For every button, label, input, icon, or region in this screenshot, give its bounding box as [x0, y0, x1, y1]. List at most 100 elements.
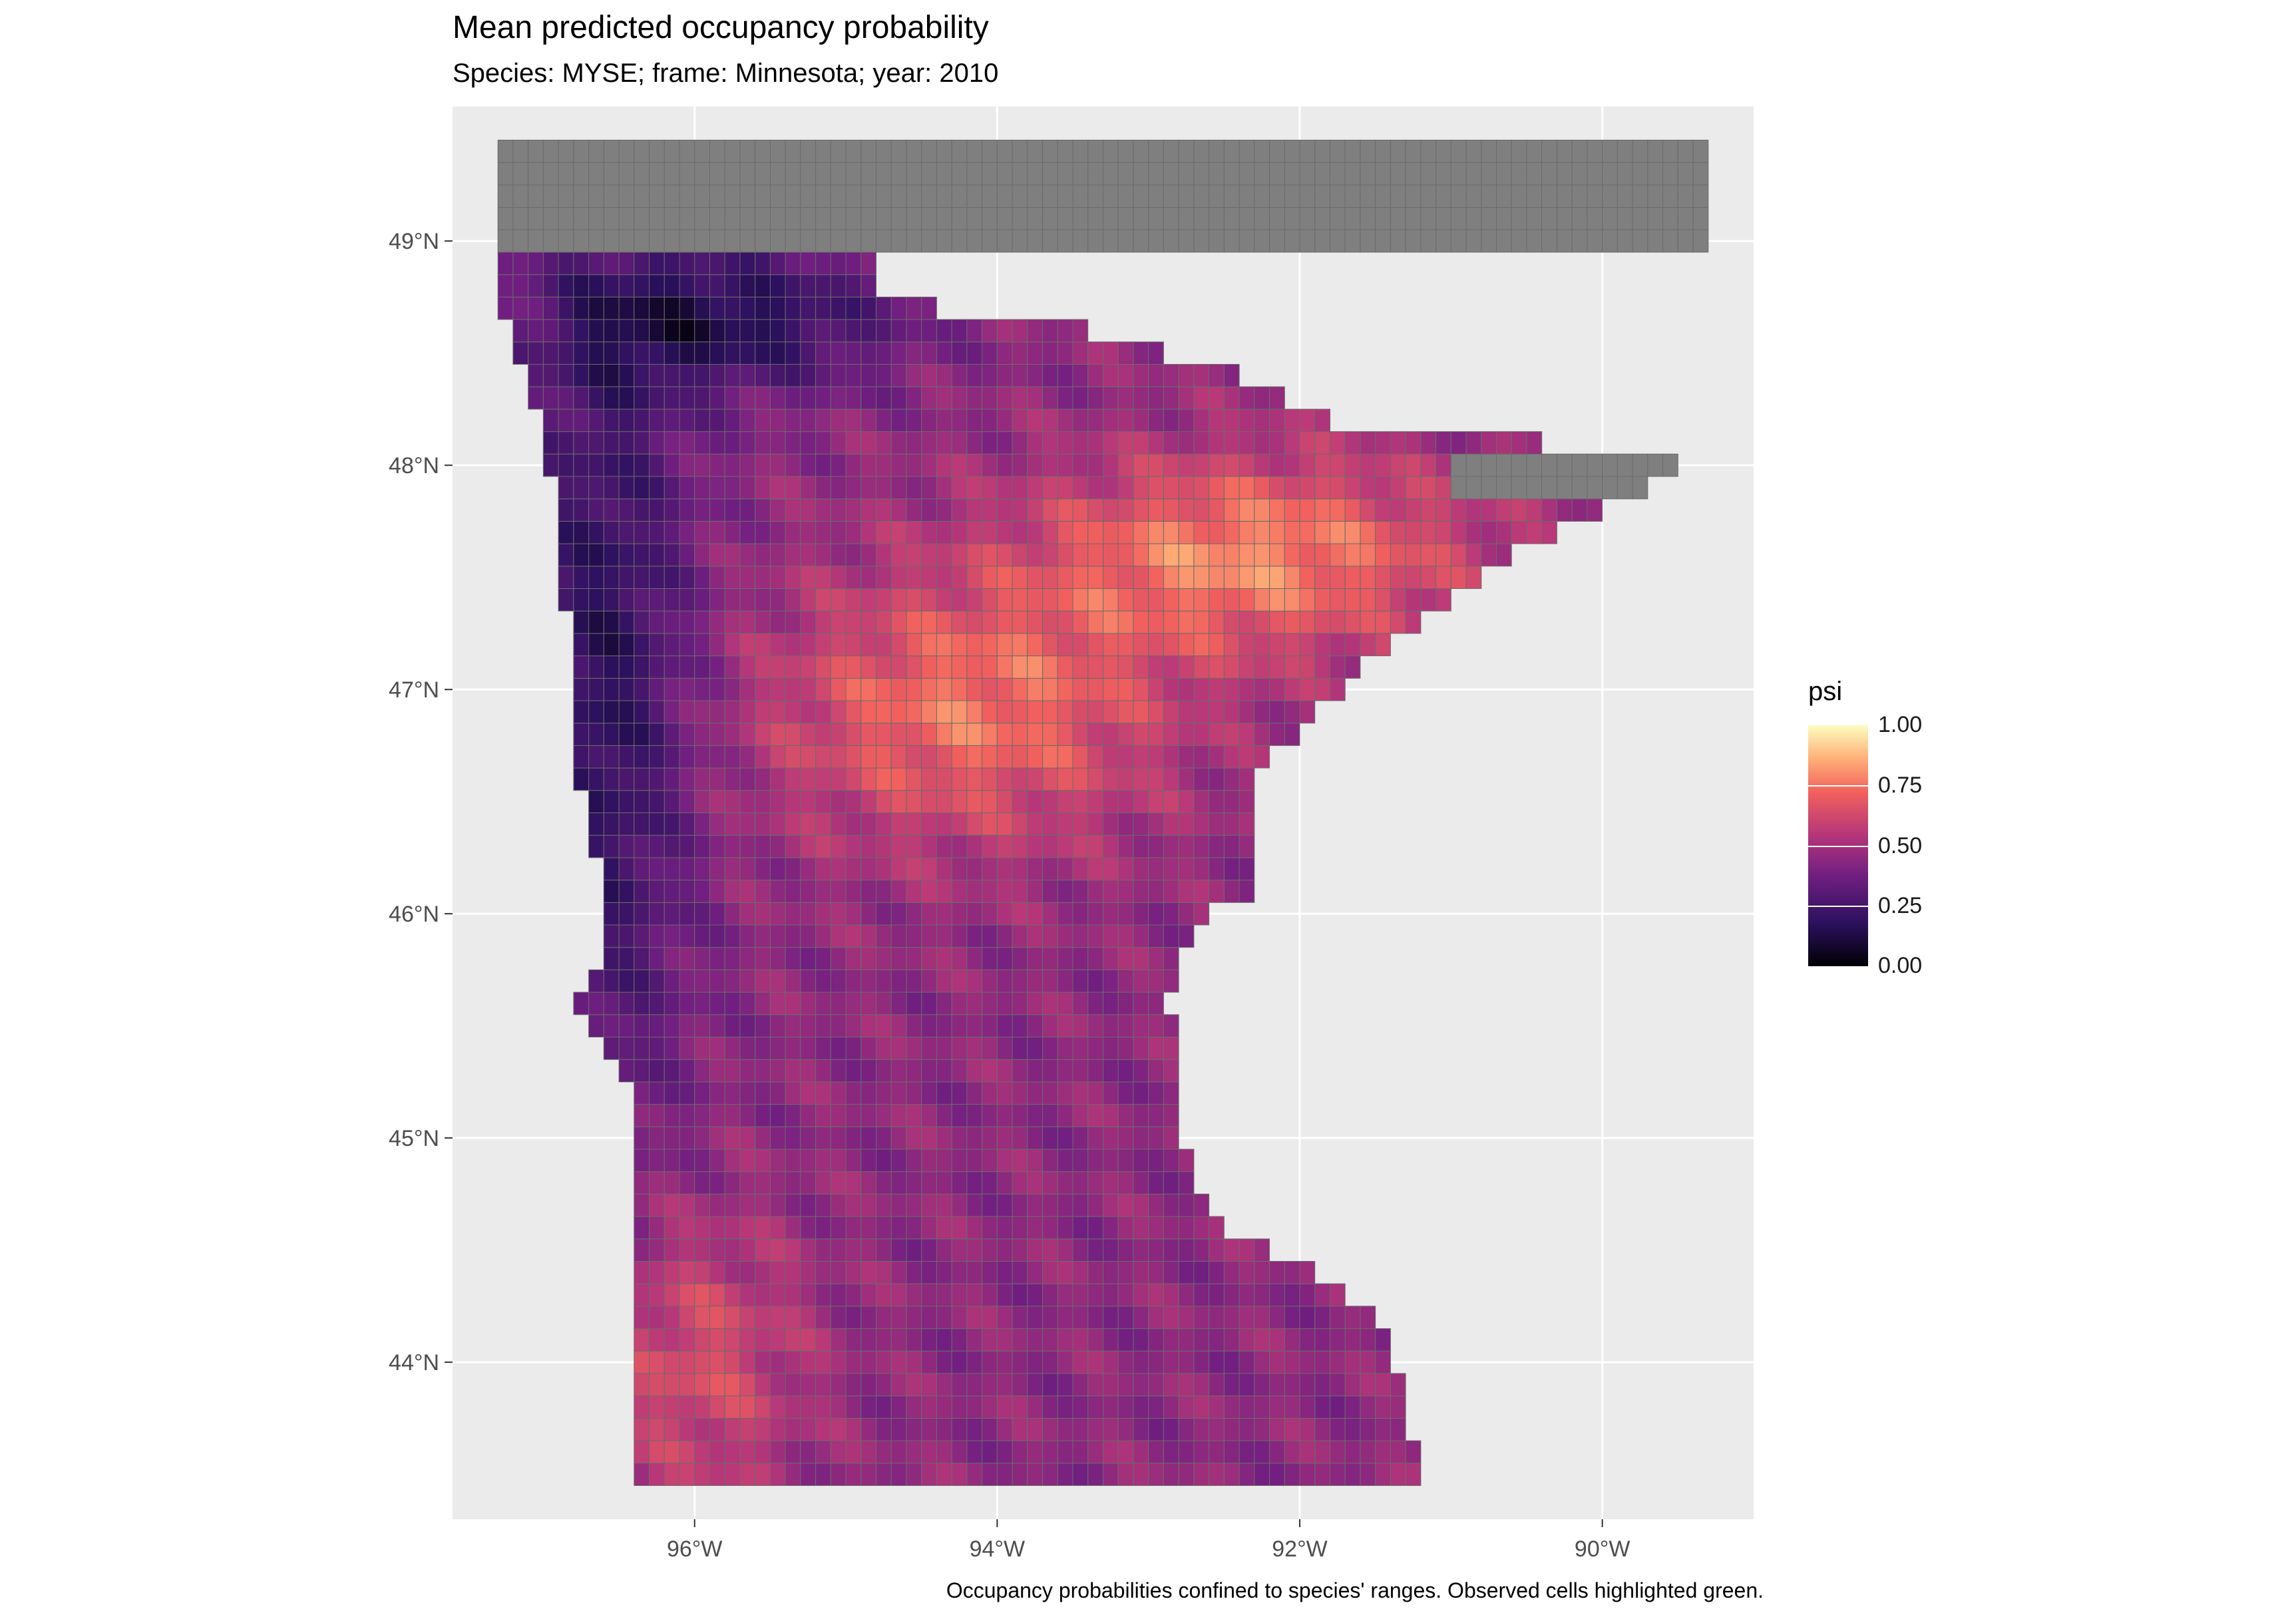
map-cell	[649, 1283, 665, 1307]
map-cell	[890, 1283, 907, 1307]
map-cell	[1571, 498, 1588, 522]
map-cell	[936, 1350, 952, 1374]
map-cell	[966, 880, 983, 903]
map-cell	[830, 1149, 847, 1172]
map-cell	[861, 140, 877, 163]
map-cell	[785, 319, 801, 343]
map-cell	[861, 588, 877, 612]
map-cell	[890, 296, 907, 320]
map-cell	[1330, 140, 1346, 163]
map-cell	[1148, 409, 1164, 433]
map-cell	[830, 476, 847, 500]
map-cell	[542, 274, 559, 297]
map-cell	[996, 1193, 1013, 1217]
map-cell	[755, 1261, 771, 1284]
map-cell	[1133, 1417, 1149, 1441]
map-cell	[1042, 633, 1058, 657]
map-cell	[785, 140, 801, 163]
map-cell	[1163, 431, 1179, 454]
map-cell	[876, 902, 892, 926]
map-cell	[1269, 1328, 1285, 1351]
map-cell	[755, 700, 771, 724]
map-cell	[861, 184, 877, 208]
map-cell	[861, 1126, 877, 1150]
map-cell	[1072, 543, 1089, 567]
map-cell	[649, 1193, 665, 1217]
map-cell	[890, 723, 907, 746]
map-cell	[1254, 520, 1270, 544]
map-cell	[966, 341, 983, 365]
map-cell	[800, 1037, 817, 1060]
map-cell	[618, 520, 635, 544]
map-cell	[709, 1193, 725, 1217]
map-cell	[1072, 745, 1089, 769]
map-cell	[966, 498, 983, 522]
map-cell	[1269, 184, 1285, 208]
map-cell	[815, 1261, 831, 1284]
map-cell	[1072, 1216, 1089, 1240]
map-cell	[996, 723, 1013, 746]
map-cell	[890, 409, 907, 433]
map-cell	[1178, 834, 1195, 858]
map-cell	[1087, 1149, 1104, 1172]
map-cell	[861, 453, 877, 477]
map-cell	[921, 1306, 937, 1330]
map-cell	[966, 162, 983, 186]
map-cell	[815, 1037, 831, 1060]
map-cell	[694, 588, 710, 612]
map-cell	[679, 655, 695, 679]
map-cell	[815, 431, 831, 454]
map-cell	[1057, 453, 1073, 477]
map-cell	[800, 1261, 817, 1284]
map-cell	[966, 1350, 983, 1374]
map-cell	[1330, 453, 1346, 477]
map-cell	[679, 1395, 695, 1419]
map-cell	[649, 610, 665, 634]
map-cell	[1133, 229, 1149, 253]
map-cell	[1254, 1261, 1270, 1284]
map-cell	[679, 700, 695, 724]
map-cell	[785, 566, 801, 589]
legend-label-050: 0.50	[1878, 833, 1923, 858]
map-cell	[542, 453, 559, 477]
map-cell	[876, 1463, 892, 1487]
map-cell	[1057, 857, 1073, 881]
map-cell	[618, 991, 635, 1015]
map-cell	[861, 700, 877, 724]
map-cell	[755, 588, 771, 612]
y-tick-label: 47°N	[389, 677, 439, 703]
map-cell	[800, 1059, 817, 1083]
map-cell	[815, 700, 831, 724]
map-cell	[906, 453, 922, 477]
map-cell	[1027, 745, 1044, 769]
map-cell	[1390, 1373, 1406, 1397]
map-cell	[966, 140, 983, 163]
map-cell	[769, 1328, 786, 1351]
map-cell	[1057, 834, 1073, 858]
map-cell	[1103, 1238, 1119, 1262]
map-cell	[1178, 566, 1195, 589]
map-cell	[649, 1014, 665, 1038]
map-cell	[1012, 1373, 1028, 1397]
map-cell	[830, 1037, 847, 1060]
map-cell	[800, 610, 817, 634]
map-cell	[1042, 1149, 1058, 1172]
map-cell	[1133, 364, 1149, 387]
map-cell	[1103, 453, 1119, 477]
map-cell	[634, 880, 650, 903]
map-cell	[1178, 633, 1195, 657]
map-cell	[800, 1171, 817, 1194]
map-cell	[588, 723, 604, 746]
map-cell	[951, 1126, 968, 1150]
map-cell	[785, 1238, 801, 1262]
map-cell	[951, 745, 968, 769]
map-cell	[1330, 476, 1346, 500]
map-cell	[982, 1373, 998, 1397]
map-cell	[1133, 610, 1149, 634]
map-cell	[1117, 1238, 1134, 1262]
map-cell	[1148, 364, 1164, 387]
y-tick-label: 46°N	[389, 902, 439, 927]
map-cell	[1450, 184, 1467, 208]
map-cell	[755, 1104, 771, 1127]
map-cell	[664, 1193, 680, 1217]
